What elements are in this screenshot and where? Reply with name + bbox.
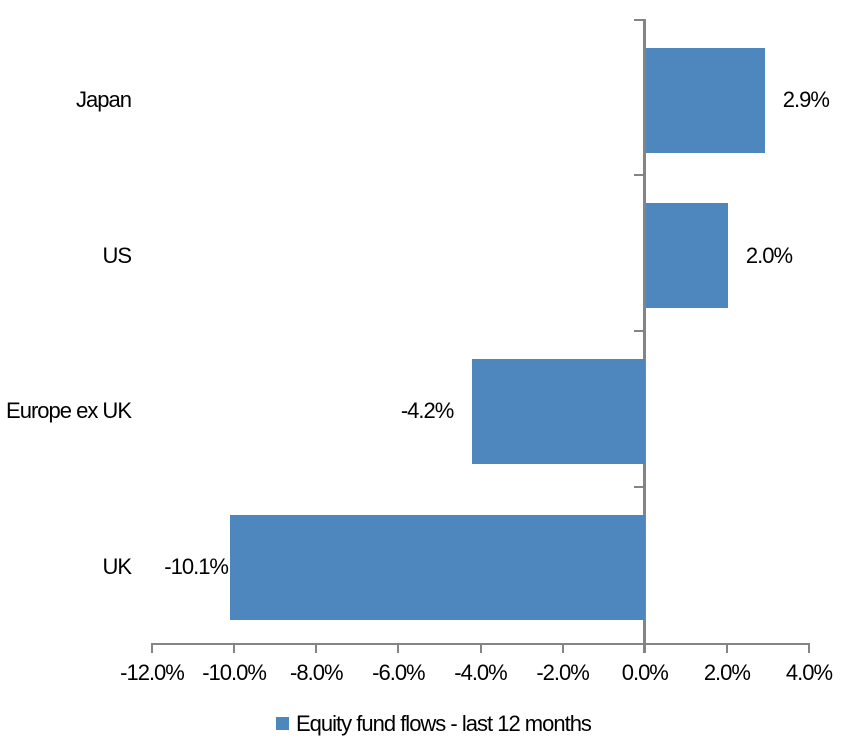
bar <box>230 514 645 620</box>
category-tick <box>634 19 644 21</box>
x-tick <box>397 643 400 653</box>
legend-swatch <box>276 717 289 731</box>
x-tick <box>643 643 646 653</box>
bar-value-label: 2.9% <box>782 86 830 112</box>
bar <box>646 47 766 153</box>
x-tick-label: -4.0% <box>454 660 507 685</box>
category-tick <box>634 330 644 332</box>
x-tick-label: 4.0% <box>785 660 833 685</box>
bar-value-label: -4.2% <box>400 398 454 424</box>
legend-label: Equity fund flows - last 12 months <box>296 711 592 736</box>
x-tick <box>808 643 810 653</box>
bar <box>646 203 729 309</box>
x-tick-label: -10.0% <box>202 660 267 685</box>
x-tick <box>479 643 482 653</box>
bar-value-label: -10.1% <box>164 554 229 579</box>
category-tick <box>634 486 644 488</box>
x-tick-label: 2.0% <box>703 660 751 685</box>
bar-value-label: 2.0% <box>745 242 793 268</box>
x-tick-label: -6.0% <box>372 660 425 685</box>
x-tick-label: -8.0% <box>290 660 343 685</box>
x-tick <box>151 643 153 653</box>
category-label: Europe ex UK <box>6 398 132 424</box>
category-tick <box>634 174 644 176</box>
x-tick-label: -12.0% <box>120 660 185 685</box>
legend: Equity fund flows - last 12 months <box>276 711 592 736</box>
x-tick <box>561 643 564 653</box>
x-tick-label: -2.0% <box>536 660 589 685</box>
x-tick <box>315 643 318 653</box>
y-axis-line <box>643 19 647 653</box>
bar <box>472 358 645 464</box>
x-tick <box>233 643 236 653</box>
x-tick-label: 0.0% <box>621 660 669 685</box>
category-label: UK <box>102 554 132 579</box>
category-label: US <box>102 242 132 268</box>
x-tick <box>725 643 728 653</box>
category-label: Japan <box>76 86 132 112</box>
